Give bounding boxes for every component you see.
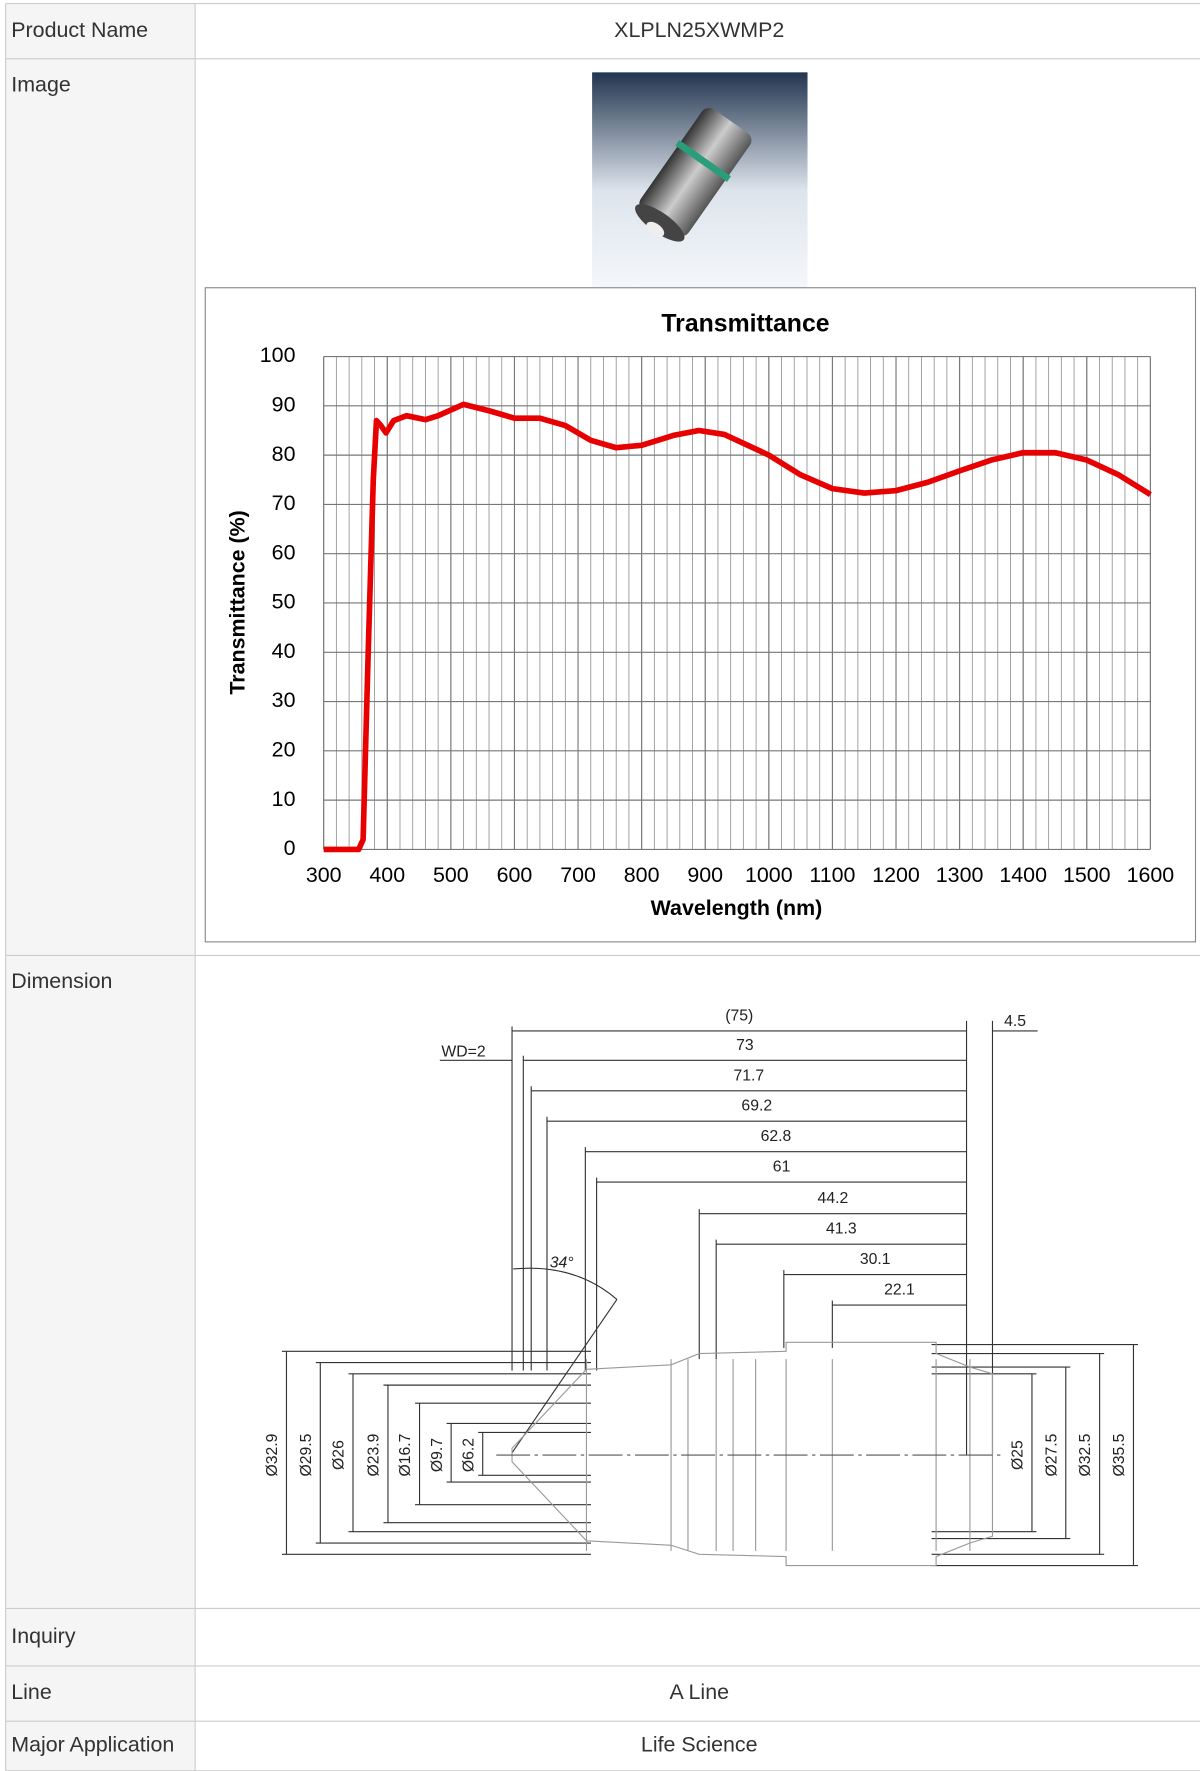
series-line (323, 401, 1152, 853)
diameter-label: Ø27.5 (1043, 1433, 1060, 1476)
dimension-label: 4.5 (1004, 1013, 1026, 1030)
y-tick-label: 60 (272, 540, 296, 564)
x-tick-label: 500 (433, 863, 469, 887)
x-tick-label: 400 (369, 863, 405, 887)
y-tick-label: 40 (272, 639, 296, 663)
row-label: Inquiry (11, 1624, 76, 1648)
dimension-label: 34° (550, 1254, 574, 1271)
y-tick-label: 80 (272, 442, 296, 466)
x-tick-label: 1500 (1063, 863, 1111, 887)
y-tick-label: 10 (272, 787, 296, 811)
lens-body (511, 1341, 994, 1567)
diameter-label: Ø25 (1010, 1440, 1027, 1470)
x-tick-label: 700 (560, 863, 596, 887)
x-tick-label: 900 (687, 863, 723, 887)
y-tick-label: 50 (272, 590, 296, 614)
chart-frame (204, 287, 1197, 943)
dimension-label: 73 (736, 1037, 754, 1054)
x-tick-label: 1200 (872, 863, 920, 887)
diameter-label: Ø35.5 (1111, 1433, 1128, 1476)
diameter-label: Ø16.7 (397, 1434, 414, 1477)
dimension-drawing: (75) 73 71.7 69.2 62.8 61 44.2 41.330.1 22.1 4.5 W… (264, 1007, 1138, 1567)
diameter-label: Ø23.9 (366, 1433, 383, 1476)
row-label: Line (11, 1680, 51, 1704)
row-label: Image (11, 73, 71, 97)
dimension-label: (75) (725, 1007, 753, 1024)
row-value: Life Science (641, 1733, 758, 1757)
x-tick-label: 1000 (745, 863, 793, 887)
dimension-label: WD=2 (441, 1044, 485, 1061)
dimension-label: 61 (773, 1159, 791, 1176)
dimension-label: 41.3 (826, 1221, 857, 1238)
x-tick-label: 800 (624, 863, 660, 887)
y-tick-label: 100 (260, 343, 296, 367)
product-photo (592, 72, 808, 288)
chart-title: Transmittance (661, 311, 829, 338)
dimension-label: 44.2 (818, 1190, 849, 1207)
row-value: XLPLN25XWMP2 (614, 18, 784, 42)
dimension-label: 62.8 (761, 1128, 792, 1145)
x-axis-label: Wavelength (nm) (651, 896, 823, 920)
y-axis-label: Transmittance (%) (226, 510, 250, 694)
y-tick-label: 90 (272, 392, 296, 416)
x-tick-label: 300 (306, 863, 342, 887)
diameter-label: Ø32.9 (264, 1433, 281, 1476)
y-tick-label: 20 (272, 737, 296, 761)
dimension-label: 30.1 (860, 1251, 891, 1268)
row-label: Product Name (11, 18, 148, 42)
x-tick-label: 600 (497, 863, 533, 887)
diameter-label: Ø26 (331, 1440, 348, 1470)
y-tick-label: 0 (284, 836, 296, 860)
dimension-label: 69.2 (741, 1098, 772, 1115)
y-tick-label: 70 (272, 491, 296, 515)
diameter-label: Ø9.7 (429, 1438, 446, 1472)
dimension-label: 22.1 (884, 1282, 915, 1299)
dimension-line (511, 1299, 618, 1454)
x-tick-label: 1100 (809, 863, 855, 887)
diameter-label: Ø6.2 (460, 1438, 477, 1472)
x-tick-label: 1300 (936, 863, 984, 887)
label-column (5, 3, 196, 1771)
x-tick-label: 1600 (1127, 863, 1175, 887)
x-tick-label: 1400 (999, 863, 1047, 887)
diameter-label: Ø29.5 (298, 1433, 315, 1476)
row-value: A Line (669, 1680, 729, 1704)
row-label: Major Application (11, 1733, 174, 1757)
y-tick-label: 30 (272, 688, 296, 712)
angle-arc (513, 1267, 618, 1300)
dimension-label: 71.7 (734, 1067, 765, 1084)
row-label: Dimension (11, 969, 112, 993)
diameter-label: Ø32.5 (1077, 1433, 1094, 1476)
